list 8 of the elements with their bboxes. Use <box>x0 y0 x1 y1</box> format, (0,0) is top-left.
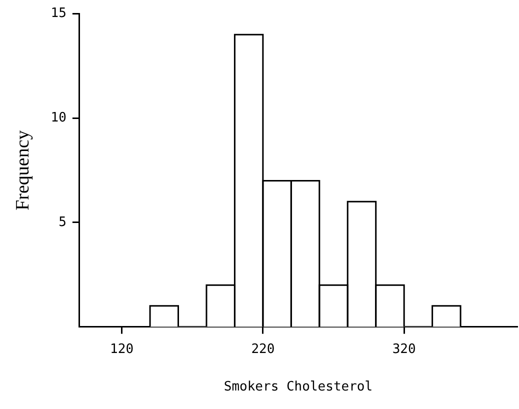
y-tick-label: 15 <box>50 6 66 22</box>
y-tick-label: 5 <box>58 214 66 230</box>
x-axis-title: Smokers Cholesterol <box>224 380 373 395</box>
x-tick-label: 220 <box>251 342 275 357</box>
x-tick-label: 320 <box>392 342 416 357</box>
x-tick-label: 120 <box>110 342 134 357</box>
y-tick-label: 10 <box>50 110 66 126</box>
y-axis-title: Frequency <box>12 130 34 210</box>
